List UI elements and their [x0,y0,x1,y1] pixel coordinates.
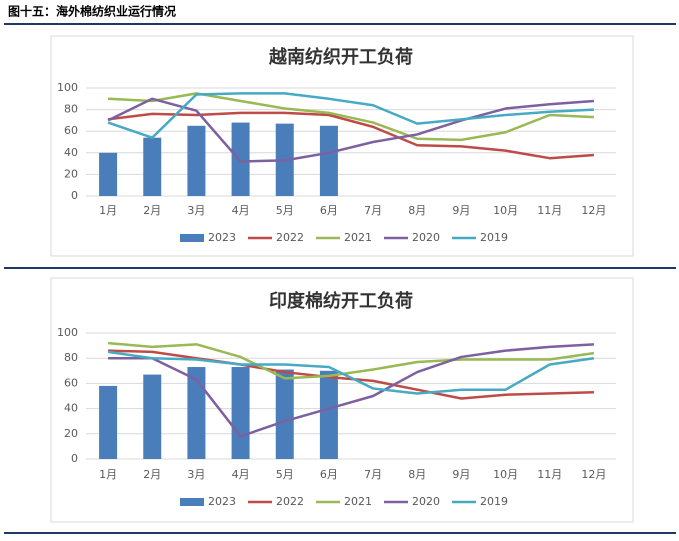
x-tick-label: 5月 [276,204,294,217]
bar [143,374,162,459]
bar [187,367,206,459]
line [107,341,595,380]
legend-label: 2023 [208,231,236,244]
legend-label: 2021 [344,231,372,244]
legend-label: 2022 [276,495,304,508]
line [108,343,594,438]
chart-title: 印度棉纺开工负荷 [269,290,413,312]
bar [231,367,250,459]
bar [275,369,294,459]
line [107,92,594,139]
x-tick-label: 8月 [408,468,426,481]
x-tick-label: 7月 [364,468,382,481]
bar [187,125,206,196]
line [107,350,595,395]
bar [99,385,118,459]
line [107,97,595,163]
x-tick-label: 10月 [493,468,518,481]
x-tick-label: 6月 [320,204,338,217]
chart-frame [50,277,634,523]
bar [319,125,338,196]
y-tick-label: 40 [64,402,78,415]
legend-label: 2020 [412,495,440,508]
x-tick-label: 10月 [493,204,518,217]
x-tick-label: 11月 [537,204,562,217]
x-tick-label: 3月 [187,204,205,217]
x-tick-label: 1月 [99,204,117,217]
x-tick-label: 2月 [143,468,161,481]
x-tick-label: 9月 [452,204,470,217]
y-tick-label: 0 [71,452,78,465]
x-tick-label: 12月 [581,204,606,217]
x-tick-label: 2月 [143,204,161,217]
y-tick-label: 100 [57,326,78,339]
chart-title: 越南纺织开工负荷 [268,46,413,68]
x-tick-label: 4月 [232,468,250,481]
legend-swatch [180,498,204,506]
legend-label: 2019 [480,495,508,508]
y-tick-label: 100 [57,81,78,94]
legend-swatch [180,234,204,242]
y-tick-label: 20 [64,167,78,180]
x-tick-label: 9月 [452,468,470,481]
y-tick-label: 60 [64,376,78,389]
y-tick-label: 0 [71,189,78,202]
bar [143,137,162,196]
x-tick-label: 4月 [232,204,250,217]
line [107,111,595,160]
legend-label: 2020 [412,231,440,244]
header-title: 图十五：海外棉纺织业运行情况 [8,4,176,19]
x-tick-label: 7月 [364,204,382,217]
chart-frame [50,35,634,257]
y-tick-label: 40 [64,146,78,159]
bar [99,152,118,196]
y-tick-label: 80 [64,351,78,364]
x-tick-label: 5月 [276,468,294,481]
x-tick-label: 8月 [408,204,426,217]
x-tick-label: 6月 [320,468,338,481]
y-tick-label: 20 [64,427,78,440]
legend-label: 2021 [344,495,372,508]
x-tick-label: 12月 [581,468,606,481]
bar [319,370,338,459]
y-tick-label: 60 [64,124,78,137]
bar [231,122,250,196]
x-tick-label: 11月 [537,468,562,481]
legend-label: 2019 [480,231,508,244]
x-tick-label: 3月 [187,468,205,481]
legend-label: 2023 [208,495,236,508]
line [108,92,594,142]
y-tick-label: 80 [64,103,78,116]
legend-label: 2022 [276,231,304,244]
x-tick-label: 1月 [99,468,117,481]
